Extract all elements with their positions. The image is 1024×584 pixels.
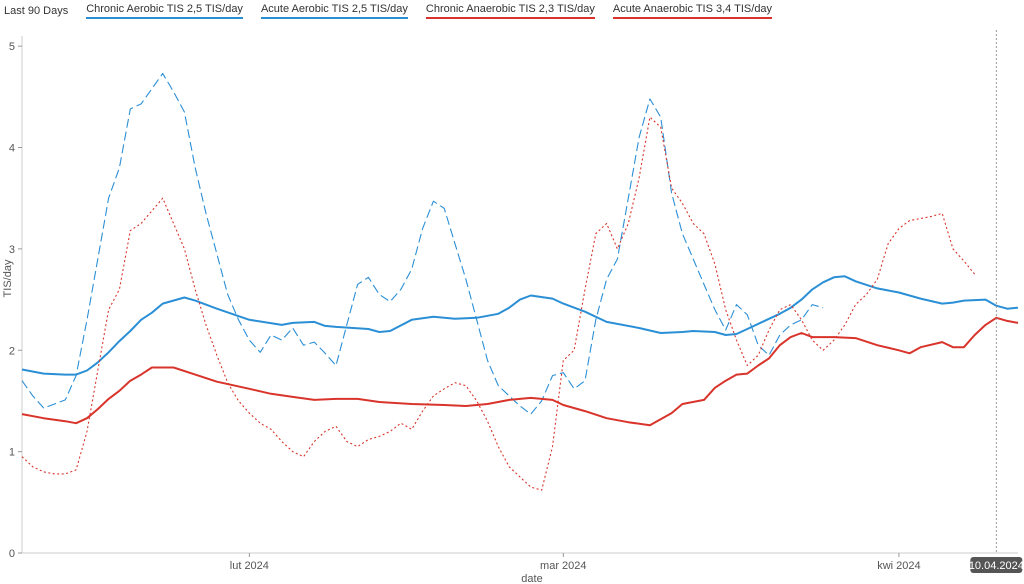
legend-item-chronic-anaerobic[interactable]: Chronic Anaerobic TIS 2,3 TIS/day: [425, 3, 595, 19]
legend-item-acute-aerobic[interactable]: Acute Aerobic TIS 2,5 TIS/day: [260, 3, 408, 19]
period-label: Last 90 Days: [4, 5, 69, 17]
series-line-acute-anaerobic-tis[interactable]: [21, 116, 976, 491]
y-tick-label: 1: [9, 447, 15, 459]
date-marker-badge: [970, 557, 1023, 573]
x-tick-label: kwi 2024: [877, 560, 920, 572]
y-tick-label: 4: [9, 143, 15, 155]
x-axis-label: date: [521, 573, 542, 584]
chart-series: [21, 72, 1019, 491]
chart-overlay: 10.04.2024: [969, 30, 1024, 573]
legend-item-acute-anaerobic[interactable]: Acute Anaerobic TIS 3,4 TIS/day: [612, 3, 773, 19]
chart-legend: Last 90 Days Chronic Aerobic TIS 2,5 TIS…: [0, 0, 790, 22]
y-tick-label: 2: [9, 345, 15, 357]
x-tick-label: mar 2024: [540, 560, 586, 572]
y-axis-label: TIS/day: [2, 259, 14, 297]
series-line-chronic-anaerobic-tis[interactable]: [21, 316, 1019, 427]
series-line-acute-aerobic-tis[interactable]: [21, 72, 824, 415]
date-marker-label: 10.04.2024: [969, 560, 1024, 572]
series-line-chronic-aerobic-tis[interactable]: [21, 275, 1019, 376]
chart-axes: 0 1 2 3 4 5 lut 2024 mar 2024 kwi 2024 date TIS/da…: [2, 36, 1018, 584]
x-tick-label: lut 2024: [230, 560, 269, 572]
legend-item-chronic-aerobic[interactable]: Chronic Aerobic TIS 2,5 TIS/day: [86, 3, 243, 19]
y-tick-label: 5: [9, 41, 15, 53]
y-tick-label: 0: [9, 548, 15, 560]
y-tick-label: 3: [9, 244, 15, 256]
